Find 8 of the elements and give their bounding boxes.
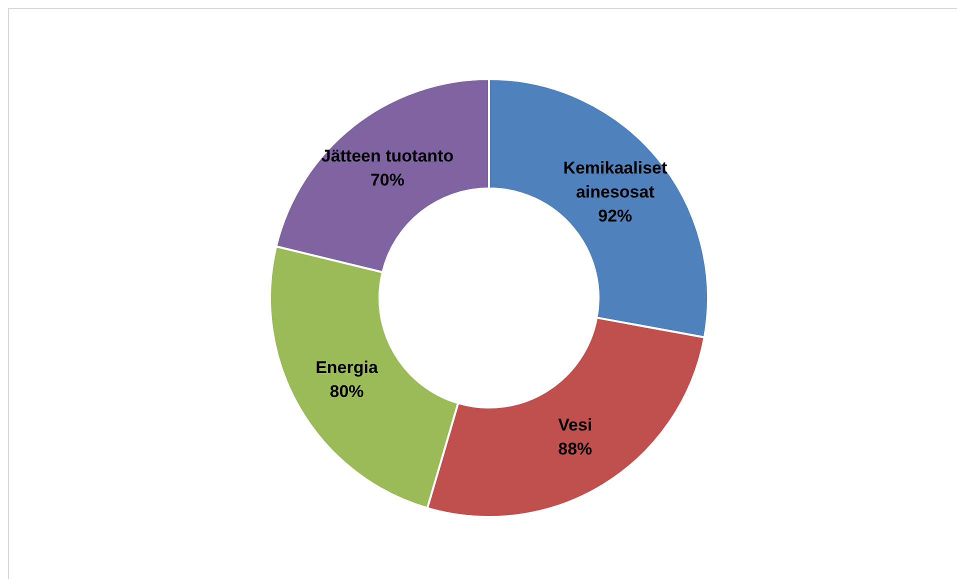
data-label: 70% [370, 170, 404, 190]
slice-label: Energia [316, 358, 378, 377]
slice-label: Jätteen tuotanto [321, 146, 454, 166]
data-label: 80% [330, 382, 364, 401]
slice-label: Vesi [558, 416, 592, 435]
data-label: 88% [558, 440, 592, 459]
slice-label: Kemikaaliset ainesosat [563, 158, 668, 202]
data-label: 92% [598, 206, 632, 226]
